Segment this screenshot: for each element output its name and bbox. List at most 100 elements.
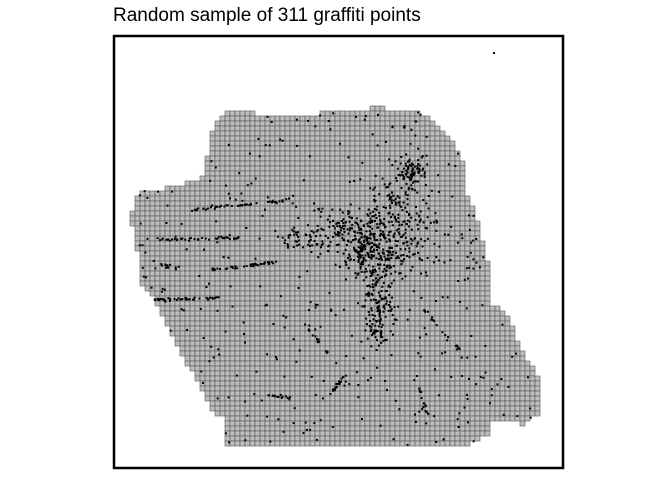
grid-cell (384, 130, 391, 137)
grid-cell (274, 400, 281, 407)
grid-cell (354, 350, 361, 357)
grid-cell (354, 135, 361, 142)
graffiti-point (320, 244, 323, 247)
grid-cell (479, 245, 486, 252)
grid-cell (409, 300, 416, 307)
graffiti-point (188, 237, 191, 240)
grid-cell (229, 185, 236, 192)
grid-cell (319, 440, 326, 447)
grid-cell (314, 345, 321, 352)
grid-cell (339, 200, 346, 207)
grid-cell (289, 415, 296, 422)
grid-cell (174, 310, 181, 317)
grid-cell (439, 195, 446, 202)
grid-cell (454, 330, 461, 337)
graffiti-point (359, 267, 362, 270)
grid-cell (369, 260, 376, 267)
grid-cell (199, 295, 206, 302)
graffiti-point (392, 279, 395, 282)
grid-cell (344, 300, 351, 307)
graffiti-point (417, 163, 420, 166)
grid-cell (374, 145, 381, 152)
grid-cell (314, 190, 321, 197)
graffiti-point (410, 237, 413, 240)
grid-cell (499, 385, 506, 392)
graffiti-point (185, 297, 188, 300)
grid-cell (474, 330, 481, 337)
grid-cell (374, 120, 381, 127)
grid-cell (414, 425, 421, 432)
grid-cell (304, 310, 311, 317)
grid-cell (489, 405, 496, 412)
grid-cell (444, 425, 451, 432)
grid-cell (484, 285, 491, 292)
grid-cell (324, 190, 331, 197)
grid-cell (444, 180, 451, 187)
grid-cell (304, 375, 311, 382)
grid-cell (269, 235, 276, 242)
grid-cell (294, 170, 301, 177)
grid-cell (359, 200, 366, 207)
grid-cell (184, 310, 191, 317)
grid-cell (304, 170, 311, 177)
graffiti-point (188, 239, 191, 242)
graffiti-point (363, 246, 366, 249)
grid-cell (529, 380, 536, 387)
grid-cell (444, 385, 451, 392)
grid-cell (239, 425, 246, 432)
grid-cell (474, 420, 481, 427)
grid-cell (384, 125, 391, 132)
grid-cell (249, 300, 256, 307)
grid-cell (329, 290, 336, 297)
grid-cell (289, 255, 296, 262)
grid-cell (419, 425, 426, 432)
grid-cell (304, 255, 311, 262)
grid-cell (534, 405, 541, 412)
grid-cell (139, 225, 146, 232)
grid-cell (459, 330, 466, 337)
grid-cell (389, 135, 396, 142)
grid-cell (509, 385, 516, 392)
grid-cell (339, 285, 346, 292)
grid-cell (279, 270, 286, 277)
grid-cell (449, 410, 456, 417)
grid-cell (294, 195, 301, 202)
grid-cell (279, 280, 286, 287)
grid-cell (334, 330, 341, 337)
grid-cell (149, 225, 156, 232)
grid-cell (249, 125, 256, 132)
grid-cell (259, 305, 266, 312)
grid-cell (354, 310, 361, 317)
grid-cell (259, 440, 266, 447)
grid-cell (384, 340, 391, 347)
grid-cell (519, 400, 526, 407)
grid-cell (219, 395, 226, 402)
grid-cell (334, 350, 341, 357)
grid-cell (259, 120, 266, 127)
graffiti-point (385, 269, 388, 272)
grid-cell (509, 395, 516, 402)
grid-cell (289, 385, 296, 392)
grid-cell (139, 215, 146, 222)
graffiti-point (370, 275, 372, 277)
grid-cell (159, 205, 166, 212)
graffiti-point (309, 238, 312, 241)
grid-cell (179, 265, 186, 272)
grid-cell (254, 165, 261, 172)
grid-cell (394, 150, 401, 157)
graffiti-point (361, 261, 363, 264)
graffiti-point (364, 259, 367, 262)
grid-cell (189, 365, 196, 372)
grid-cell (369, 110, 376, 117)
graffiti-point (324, 234, 327, 237)
grid-cell (184, 210, 191, 217)
grid-cell (454, 310, 461, 317)
grid-cell (229, 115, 236, 122)
grid-cell (229, 425, 236, 432)
grid-cell (239, 350, 246, 357)
grid-cell (314, 210, 321, 217)
graffiti-point (204, 237, 207, 240)
grid-cell (334, 340, 341, 347)
grid-cell (419, 430, 426, 437)
grid-cell (484, 430, 491, 437)
